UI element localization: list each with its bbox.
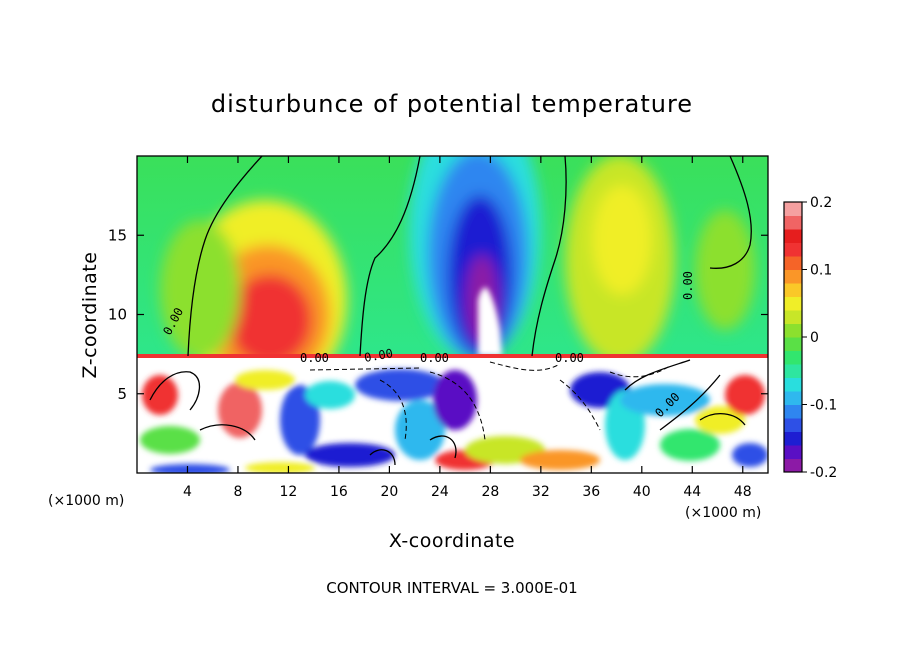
x-tick-label: 8 [233,484,242,500]
inversion-layer [137,354,768,358]
contour-label: 0.00 [363,346,394,365]
x-axis-unit: (×1000 m) [685,505,761,521]
x-tick-label: 28 [481,484,499,500]
colorbar-frame [783,201,803,473]
colorbar-tick-label: -0.2 [810,465,837,481]
x-tick-label: 16 [330,484,348,500]
colorbar-swatch [784,377,802,392]
colorbar-swatch [784,458,802,473]
colorbar-swatch [784,418,802,432]
upper-field-anomalies [160,156,755,400]
plot-area: 0.00 0.00 0.00 0.00 0.00 0.00 0.00 [137,156,768,473]
colorbar-swatch [784,391,802,405]
x-tick-label: 36 [582,484,600,500]
colorbar: 0.2 0.1 0 -0.1 -0.2 [784,195,837,481]
y-tick-label: 10 [108,306,127,324]
colorbar-swatch [784,310,802,324]
x-tick-label: 12 [280,484,298,500]
colorbar-swatch [784,242,802,257]
y-axis-label: Z-coordinate [79,252,101,379]
x-tick-label: 4 [183,484,192,500]
negative-contour-lines [309,361,671,441]
x-tick-label: 40 [633,484,651,500]
y-axis: 5 10 15 [108,226,768,403]
x-tick-label: 24 [431,484,449,500]
x-tick-label: 48 [734,484,752,500]
colorbar-swatch [784,215,802,230]
contour-label: 0.00 [420,351,449,365]
x-tick-label: 20 [380,484,398,500]
contour-label: 0.00 [555,351,584,365]
colorbar-swatch [784,202,802,216]
contour-label: 0.00 [681,271,695,300]
colorbar-swatch [784,445,802,459]
x-tick-label: 44 [683,484,701,500]
cold-core [478,287,502,356]
colorbar-tick-label: 0 [810,330,819,346]
y-tick-label: 15 [108,226,127,244]
colorbar-tick-label: 0.2 [810,195,832,211]
colorbar-swatch [784,337,802,351]
colorbar-swatch [784,431,802,446]
y-axis-unit: (×1000 m) [48,493,124,509]
colorbar-swatch [784,323,802,338]
lower-field-anomalies [140,369,768,473]
x-tick-label: 32 [532,484,550,500]
colorbar-swatch [784,256,802,270]
contour-lines [149,156,752,466]
colorbar-swatch [784,269,802,284]
colorbar-tick-label: 0.1 [810,263,832,279]
chart-title: disturbunce of potential temperature [211,90,693,118]
colorbar-swatch [784,364,802,378]
colorbar-swatch [784,283,802,297]
colorbar-swatch [784,296,802,311]
x-axis: 4 8 12 16 20 24 28 32 36 40 44 48 [183,156,752,500]
colorbar-swatch [784,229,802,243]
colorbar-tick-label: -0.1 [810,398,837,414]
contour-label: 0.00 [300,351,329,365]
colorbar-swatch [784,350,802,365]
y-tick-label: 5 [117,385,127,403]
x-axis-label: X-coordinate [389,530,515,552]
colorbar-swatch [784,404,802,419]
contour-interval-note: CONTOUR INTERVAL = 3.000E-01 [326,579,577,597]
